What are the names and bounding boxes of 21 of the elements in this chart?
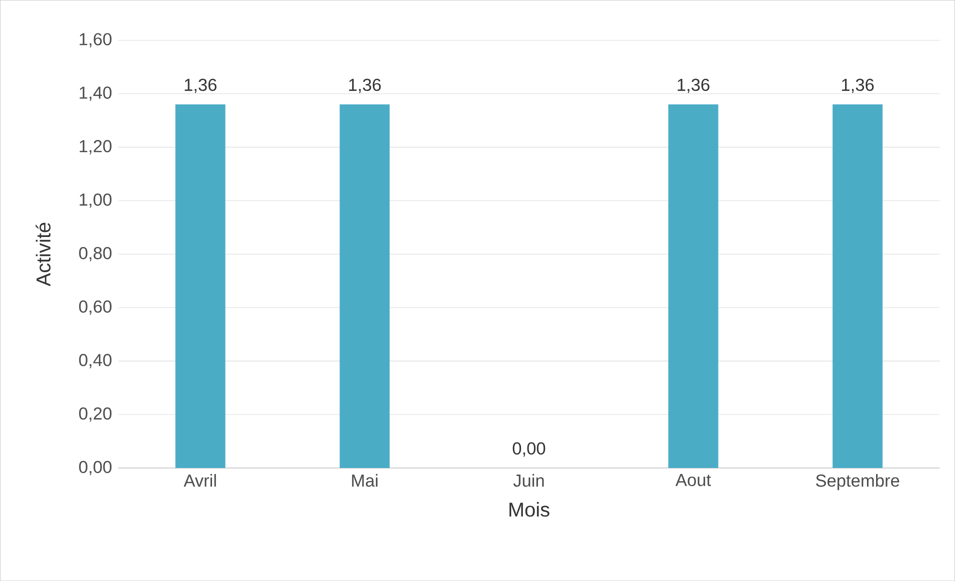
- y-tick-label: 0,20: [79, 407, 112, 422]
- data-label: 0,00: [512, 442, 546, 457]
- y-axis-title: Activité: [36, 222, 51, 286]
- y-tick-label: 0,80: [79, 246, 112, 262]
- x-tick-label: Mai: [352, 474, 378, 487]
- x-tick-label: Septembre: [816, 474, 900, 490]
- y-tick-label: 0,00: [79, 460, 112, 476]
- y-tick-label: 1,60: [80, 32, 112, 48]
- x-tick-label: Juin: [513, 474, 544, 487]
- y-tick-label: 1,40: [80, 86, 112, 101]
- y-tick-label: 0,60: [79, 300, 112, 315]
- x-tick-label: Aout: [676, 474, 711, 486]
- data-label: 1,36: [349, 78, 381, 93]
- y-tick-label: 1,20: [80, 140, 112, 154]
- data-label: 1,36: [184, 78, 216, 93]
- y-tick-label: 1,00: [80, 193, 112, 208]
- x-axis-title: Mois: [510, 502, 550, 517]
- x-tick-label: Avril: [184, 474, 216, 486]
- data-label: 1,36: [842, 78, 874, 93]
- y-tick-label: 0,40: [79, 354, 112, 368]
- data-label: 1,36: [678, 78, 710, 93]
